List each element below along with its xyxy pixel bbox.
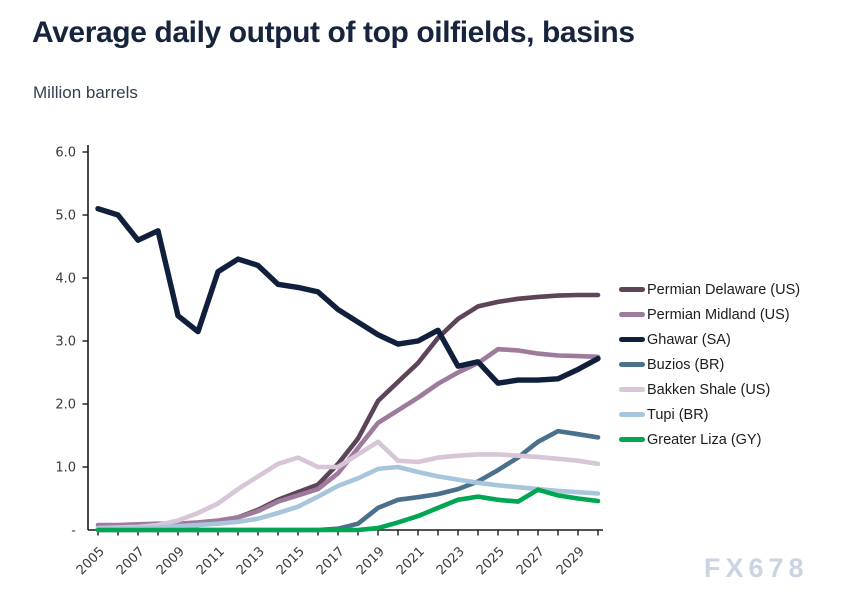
- legend-item-ghawar-sa: Ghawar (SA): [619, 327, 839, 352]
- legend-item-tupi-br: Tupi (BR): [619, 402, 839, 427]
- x-axis-tick-label: 2029: [554, 544, 588, 578]
- legend-label: Buzios (BR): [647, 356, 725, 373]
- legend-label: Bakken Shale (US): [647, 381, 771, 398]
- chart-title: Average daily output of top oilfields, b…: [32, 16, 635, 49]
- legend-label: Permian Delaware (US): [647, 281, 801, 298]
- x-axis-tick-label: 2019: [354, 544, 388, 578]
- legend-swatch-icon: [619, 386, 645, 393]
- legend-swatch-icon: [619, 311, 645, 318]
- legend-label: Permian Midland (US): [647, 306, 790, 323]
- x-axis-tick-label: 2005: [74, 544, 108, 578]
- x-axis-tick-label: 2025: [474, 544, 508, 578]
- x-axis-tick-label: 2007: [114, 544, 148, 578]
- y-axis-tick-label: 5.0: [55, 209, 76, 224]
- legend-item-bakken-shale-us: Bakken Shale (US): [619, 377, 839, 402]
- legend-swatch-icon: [619, 336, 645, 343]
- legend-label: Greater Liza (GY): [647, 431, 762, 448]
- series-line-ghawar-sa: [95, 205, 601, 386]
- series-line-tupi-br: [95, 464, 601, 532]
- y-axis-tick-label: 1.0: [55, 461, 76, 476]
- legend-swatch-icon: [619, 361, 645, 368]
- legend-item-greater-liza-gy: Greater Liza (GY): [619, 427, 839, 452]
- x-axis-tick-label: 2021: [394, 544, 428, 578]
- chart-subtitle: Million barrels: [33, 83, 138, 102]
- y-axis-tick-label: 2.0: [55, 398, 76, 413]
- legend-swatch-icon: [619, 411, 645, 418]
- y-axis-tick-label: 4.0: [55, 272, 76, 287]
- x-axis-tick-label: 2009: [154, 544, 188, 578]
- y-axis-tick-label: -: [71, 524, 76, 539]
- x-axis-tick-label: 2017: [314, 544, 348, 578]
- watermark: FX678: [704, 553, 809, 583]
- y-axis-tick-label: 3.0: [55, 335, 76, 350]
- series-line-permian-delaware-us: [95, 292, 601, 532]
- legend-label: Tupi (BR): [647, 406, 709, 423]
- x-axis-tick-label: 2015: [274, 544, 308, 578]
- x-axis-tick-label: 2027: [514, 544, 548, 578]
- legend-item-buzios-br: Buzios (BR): [619, 352, 839, 377]
- series-line-bakken-shale-us: [95, 439, 601, 531]
- x-axis-tick-label: 2023: [434, 544, 468, 578]
- x-axis-tick-label: 2011: [194, 544, 228, 578]
- series-line-greater-liza-gy: [95, 487, 601, 533]
- y-axis-tick-label: 6.0: [55, 146, 76, 161]
- legend-item-permian-delaware-us: Permian Delaware (US): [619, 277, 839, 302]
- legend-item-permian-midland-us: Permian Midland (US): [619, 302, 839, 327]
- legend-label: Ghawar (SA): [647, 331, 731, 348]
- legend-swatch-icon: [619, 286, 645, 293]
- legend-swatch-icon: [619, 436, 645, 443]
- x-axis-tick-label: 2013: [234, 544, 268, 578]
- chart-legend: Permian Delaware (US) Permian Midland (US…: [619, 277, 839, 452]
